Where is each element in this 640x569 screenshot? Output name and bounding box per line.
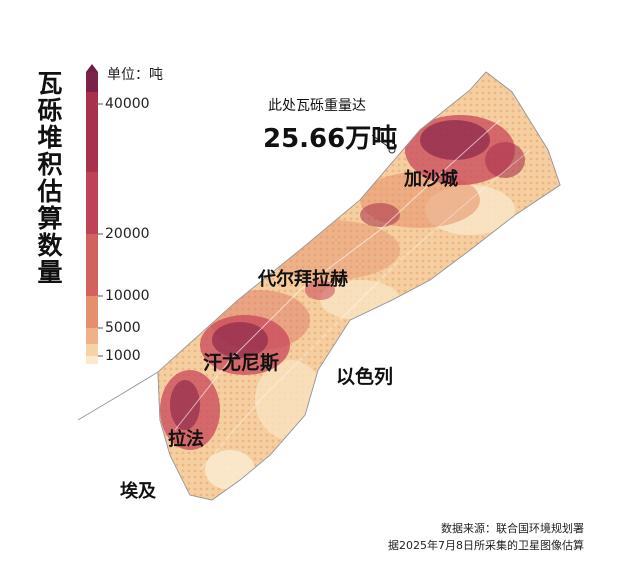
legend-tick: 10000 [105,288,150,304]
legend-unit: 单位：吨 [107,67,163,83]
label-deir-al-balah: 代尔拜拉赫 [258,269,348,290]
source-line-1: 数据来源：联合国环境规划署 [441,522,584,535]
legend-title: 瓦砾堆积估算数量 [37,69,63,287]
annotation-value: 25.66万吨 [263,124,398,154]
legend-tick: 20000 [105,226,150,242]
legend-tick: 1000 [105,348,141,364]
label-khan-younis: 汗尤尼斯 [203,352,280,374]
road [199,149,531,471]
annotation-leader [371,134,391,149]
legend-colorbar [86,64,98,364]
source-line-2: 据2025年7月8日所采集的卫星图像估算 [388,539,584,552]
legend-tick: 5000 [105,320,141,336]
label-egypt: 埃及 [120,481,156,502]
annotation-label: 此处瓦砾重量达 [268,98,366,114]
label-rafah: 拉法 [168,429,204,450]
label-gaza-city: 加沙城 [404,169,458,190]
label-israel: 以色列 [336,366,394,388]
road [174,119,501,431]
legend-tick: 40000 [105,96,150,112]
